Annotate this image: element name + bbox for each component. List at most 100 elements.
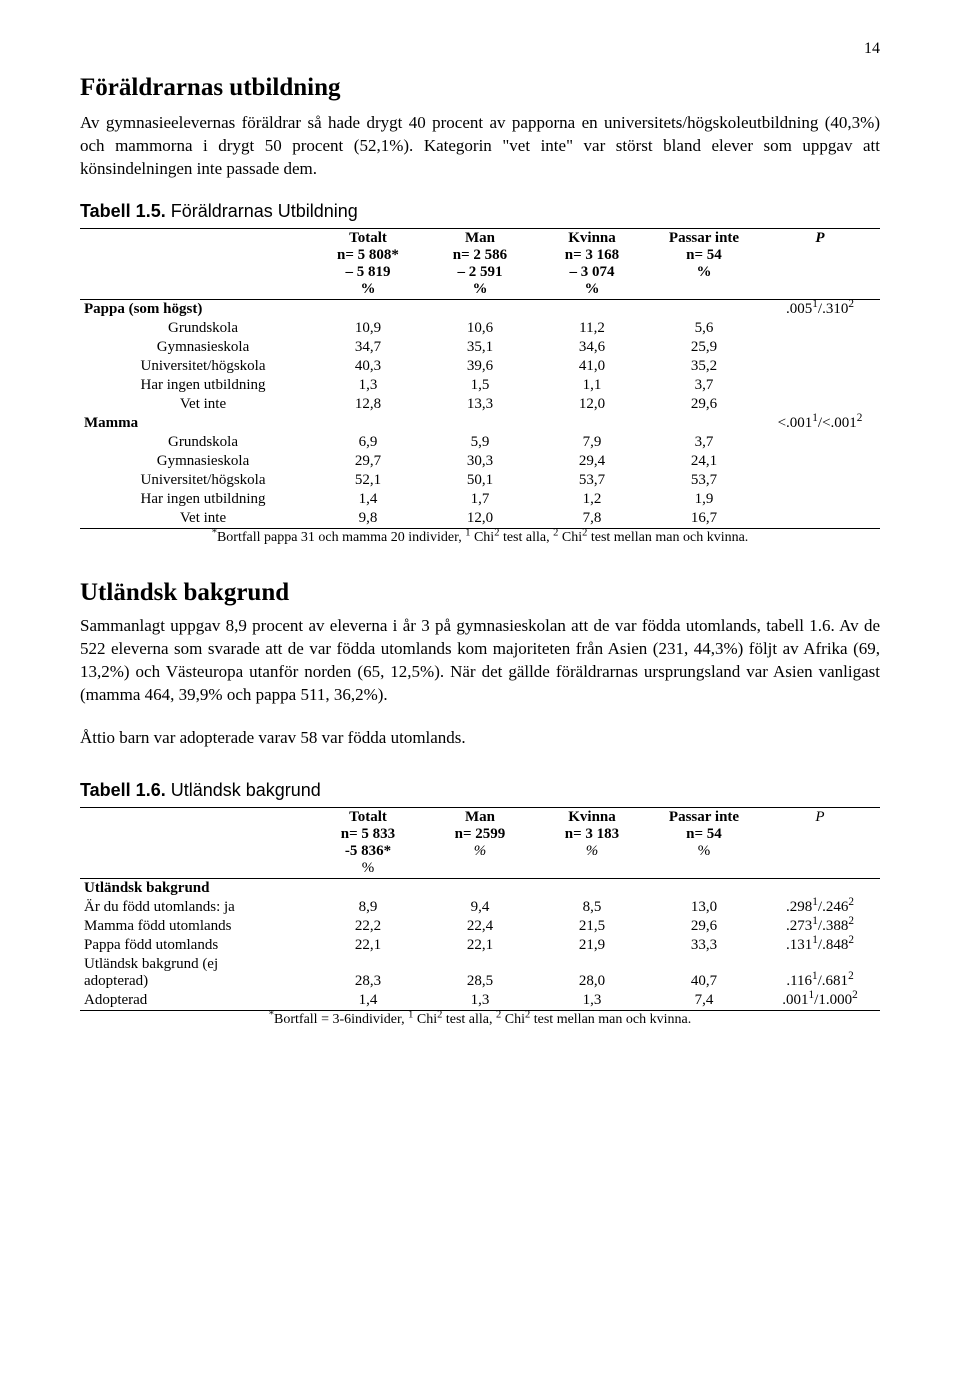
table1: Totalt n= 5 808* – 5 819 % Man n= 2 586 … xyxy=(80,228,880,547)
fn-a: Bortfall pappa 31 och mamma 20 individer… xyxy=(217,530,465,545)
table-row: Mamma <.0011/<.0012 xyxy=(80,414,880,433)
fn2-d: Chi xyxy=(501,1012,525,1027)
cell: 10,6 xyxy=(424,319,536,338)
table1-footnote: *Bortfall pappa 31 och mamma 20 individe… xyxy=(80,528,880,547)
p-cell: .1161/.6812 xyxy=(760,955,880,991)
cell: 40,3 xyxy=(312,357,424,376)
cell: 34,6 xyxy=(536,338,648,357)
table-row: Pappa född utomlands 22,1 22,1 21,9 33,3… xyxy=(80,936,880,955)
cell: 16,7 xyxy=(648,509,760,529)
mamma-label: Mamma xyxy=(80,414,312,433)
group-label: Utländsk bakgrund xyxy=(80,878,312,898)
col-p: P xyxy=(760,228,880,299)
cell: 10,9 xyxy=(312,319,424,338)
table-row: Grundskola 10,9 10,6 11,2 5,6 xyxy=(80,319,880,338)
cell: 53,7 xyxy=(648,471,760,490)
section-heading-2: Utländsk bakgrund xyxy=(80,579,880,607)
pA: .273 xyxy=(786,918,812,934)
cell: 1,3 xyxy=(312,376,424,395)
h2-t1: Totalt xyxy=(349,809,387,825)
h-totalt-l3: – 5 819 xyxy=(346,264,391,280)
p-cell: .0011/1.0002 xyxy=(760,991,880,1011)
cell: Grundskola xyxy=(80,433,312,452)
col-kvinna: Kvinna n= 3 183 % xyxy=(536,807,648,878)
mamma-p-a: <.001 xyxy=(778,415,813,431)
cell: Pappa född utomlands xyxy=(80,936,312,955)
table-row: Utländsk bakgrund xyxy=(80,878,880,898)
col-totalt: Totalt n= 5 808* – 5 819 % xyxy=(312,228,424,299)
cell: 12,8 xyxy=(312,395,424,414)
h-pa-l1: Passar inte xyxy=(669,230,739,246)
cell: 34,7 xyxy=(312,338,424,357)
cell: 6,9 xyxy=(312,433,424,452)
cell: Har ingen utbildning xyxy=(80,490,312,509)
cell: Vet inte xyxy=(80,395,312,414)
h2-m1: Man xyxy=(465,809,495,825)
pB: /.681 xyxy=(818,973,848,989)
cell: 22,1 xyxy=(424,936,536,955)
cell: 35,1 xyxy=(424,338,536,357)
cell: 29,4 xyxy=(536,452,648,471)
cell: 3,7 xyxy=(648,376,760,395)
h2-t4: % xyxy=(362,860,375,876)
pA: .001 xyxy=(782,992,808,1008)
h-pa-l2: n= 54 xyxy=(686,247,722,263)
section2-paragraph-1: Sammanlagt uppgav 8,9 procent av elevern… xyxy=(80,615,880,707)
cell: Gymnasieskola xyxy=(80,338,312,357)
fn2-c: test alla, xyxy=(442,1012,496,1027)
cell: 13,0 xyxy=(648,898,760,917)
mamma-p-b: /<.001 xyxy=(818,415,857,431)
cell: Universitet/högskola xyxy=(80,471,312,490)
table-row: Grundskola 6,9 5,9 7,9 3,7 xyxy=(80,433,880,452)
cell: Gymnasieskola xyxy=(80,452,312,471)
table-row: Gymnasieskola 34,7 35,1 34,6 25,9 xyxy=(80,338,880,357)
table-row: Universitet/högskola 52,1 50,1 53,7 53,7 xyxy=(80,471,880,490)
cell: Universitet/högskola xyxy=(80,357,312,376)
cell: 7,8 xyxy=(536,509,648,529)
cell: 1,4 xyxy=(312,490,424,509)
pB: /1.000 xyxy=(814,992,852,1008)
col-passar: Passar inte n= 54 % xyxy=(648,228,760,299)
section-heading-1: Föräldrarnas utbildning xyxy=(80,74,880,102)
pappa-p: .0051/.3102 xyxy=(760,299,880,319)
cell: 7,9 xyxy=(536,433,648,452)
h-totalt-l2: n= 5 808* xyxy=(337,247,399,263)
cell: Har ingen utbildning xyxy=(80,376,312,395)
h2-k1: Kvinna xyxy=(568,809,616,825)
h-man-l2: n= 2 586 xyxy=(453,247,507,263)
cell: 9,8 xyxy=(312,509,424,529)
h-man-l4: % xyxy=(473,281,488,297)
section1-paragraph: Av gymnasieelevernas föräldrar så hade d… xyxy=(80,112,880,181)
page-number: 14 xyxy=(80,40,880,58)
cell: 25,9 xyxy=(648,338,760,357)
h2-k2: n= 3 183 xyxy=(565,826,619,842)
h2-P: P xyxy=(815,809,824,825)
cell: 22,2 xyxy=(312,917,424,936)
h-totalt-l1: Totalt xyxy=(349,230,387,246)
cell: 1,3 xyxy=(424,991,536,1011)
cell: 21,9 xyxy=(536,936,648,955)
pA: .116 xyxy=(786,973,812,989)
cell: 30,3 xyxy=(424,452,536,471)
cell: Mamma född utomlands xyxy=(80,917,312,936)
h-man-l1: Man xyxy=(465,230,495,246)
table1-title: Tabell 1.5. Föräldrarnas Utbildning xyxy=(80,201,880,222)
table-row: Gymnasieskola 29,7 30,3 29,4 24,1 xyxy=(80,452,880,471)
h2-k3: % xyxy=(586,843,599,859)
cell: 40,7 xyxy=(648,955,760,991)
col-man: Man n= 2 586 – 2 591 % xyxy=(424,228,536,299)
fn2-e: test mellan man och kvinna. xyxy=(530,1012,691,1027)
cell: 1,2 xyxy=(536,490,648,509)
p-cell: .2731/.3882 xyxy=(760,917,880,936)
col-passar: Passar inte n= 54 % xyxy=(648,807,760,878)
cell: Är du född utomlands: ja xyxy=(80,898,312,917)
cell: 28,0 xyxy=(536,955,648,991)
pB: /.388 xyxy=(818,918,848,934)
cell: 1,9 xyxy=(648,490,760,509)
h2-t2: n= 5 833 xyxy=(341,826,395,842)
h2-t3: -5 836* xyxy=(345,843,391,859)
cell: Vet inte xyxy=(80,509,312,529)
table2-title: Tabell 1.6. Utländsk bakgrund xyxy=(80,780,880,801)
pappa-p-b: /.310 xyxy=(818,301,848,317)
cell: 11,2 xyxy=(536,319,648,338)
